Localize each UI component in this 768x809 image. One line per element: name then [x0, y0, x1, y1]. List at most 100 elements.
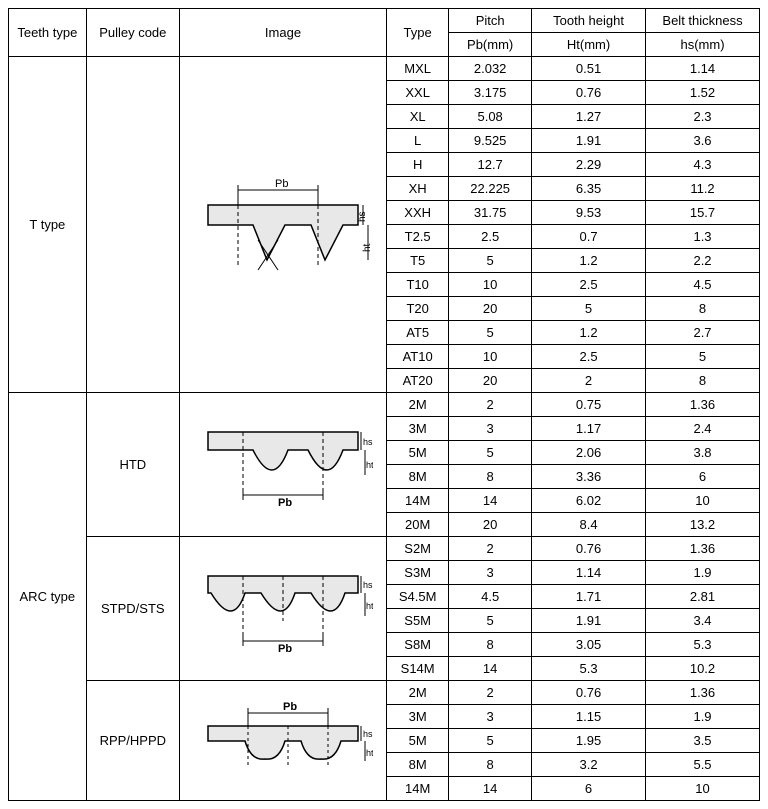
belt-profile-sts-icon: Pb hs ht	[193, 561, 373, 656]
cell-thick: 1.9	[646, 705, 760, 729]
cell-type: T2.5	[387, 225, 449, 249]
cell-pitch: 5	[449, 729, 532, 753]
cell-height: 0.76	[532, 537, 646, 561]
cell-type: AT20	[387, 369, 449, 393]
svg-text:hs: hs	[363, 729, 373, 739]
belt-spec-table: Teeth type Pulley code Image Type Pitch …	[8, 8, 760, 801]
pulley-code-cell: HTD	[86, 393, 179, 537]
cell-thick: 4.5	[646, 273, 760, 297]
cell-thick: 6	[646, 465, 760, 489]
cell-height: 5.3	[532, 657, 646, 681]
cell-height: 9.53	[532, 201, 646, 225]
cell-type: XXL	[387, 81, 449, 105]
cell-type: S3M	[387, 561, 449, 585]
cell-pitch: 20	[449, 513, 532, 537]
cell-type: XXH	[387, 201, 449, 225]
svg-text:ht: ht	[366, 460, 373, 470]
svg-text:hs: hs	[363, 437, 373, 447]
cell-pitch: 10	[449, 273, 532, 297]
cell-pitch: 20	[449, 297, 532, 321]
svg-text:Pb: Pb	[278, 497, 292, 509]
cell-pitch: 8	[449, 753, 532, 777]
cell-pitch: 2.032	[449, 57, 532, 81]
table-row: T type Pb hs ht MXL2.0320.511.14	[9, 57, 760, 81]
svg-text:ht: ht	[362, 243, 373, 252]
cell-height: 2	[532, 369, 646, 393]
cell-thick: 3.4	[646, 609, 760, 633]
cell-height: 0.75	[532, 393, 646, 417]
cell-height: 1.14	[532, 561, 646, 585]
cell-type: 5M	[387, 729, 449, 753]
header-teeth-type: Teeth type	[9, 9, 87, 57]
cell-type: 2M	[387, 393, 449, 417]
cell-type: 14M	[387, 777, 449, 801]
cell-thick: 4.3	[646, 153, 760, 177]
cell-height: 6.02	[532, 489, 646, 513]
cell-thick: 2.81	[646, 585, 760, 609]
cell-pitch: 3	[449, 561, 532, 585]
cell-height: 2.5	[532, 273, 646, 297]
cell-height: 1.15	[532, 705, 646, 729]
header-belt-thickness-sub: hs(mm)	[646, 33, 760, 57]
cell-pitch: 20	[449, 369, 532, 393]
cell-thick: 2.2	[646, 249, 760, 273]
cell-height: 6	[532, 777, 646, 801]
cell-pitch: 9.525	[449, 129, 532, 153]
cell-type: S5M	[387, 609, 449, 633]
cell-pitch: 22.225	[449, 177, 532, 201]
table-row: STPD/STS Pb hs ht S2M20.761.36	[9, 537, 760, 561]
cell-type: 5M	[387, 441, 449, 465]
cell-type: S2M	[387, 537, 449, 561]
cell-thick: 15.7	[646, 201, 760, 225]
cell-pitch: 31.75	[449, 201, 532, 225]
header-pulley-code: Pulley code	[86, 9, 179, 57]
header-type: Type	[387, 9, 449, 57]
image-cell: Pb hs ht	[179, 537, 386, 681]
header-pitch: Pitch	[449, 9, 532, 33]
cell-height: 2.29	[532, 153, 646, 177]
teeth-type-cell: ARC type	[9, 393, 87, 801]
image-cell: Pb hs ht	[179, 57, 386, 393]
cell-height: 8.4	[532, 513, 646, 537]
cell-thick: 1.3	[646, 225, 760, 249]
cell-height: 0.76	[532, 81, 646, 105]
teeth-type-cell: T type	[9, 57, 87, 393]
cell-pitch: 5	[449, 321, 532, 345]
cell-type: T5	[387, 249, 449, 273]
table-row: ARC typeHTD Pb hs ht 2M20.751.36	[9, 393, 760, 417]
cell-pitch: 3	[449, 417, 532, 441]
cell-type: S8M	[387, 633, 449, 657]
cell-type: S4.5M	[387, 585, 449, 609]
cell-height: 2.06	[532, 441, 646, 465]
header-tooth-height-sub: Ht(mm)	[532, 33, 646, 57]
cell-thick: 1.52	[646, 81, 760, 105]
cell-height: 1.71	[532, 585, 646, 609]
cell-thick: 1.14	[646, 57, 760, 81]
cell-type: 20M	[387, 513, 449, 537]
svg-text:ht: ht	[366, 601, 373, 611]
cell-pitch: 4.5	[449, 585, 532, 609]
cell-height: 3.36	[532, 465, 646, 489]
cell-type: MXL	[387, 57, 449, 81]
cell-height: 1.17	[532, 417, 646, 441]
cell-thick: 3.8	[646, 441, 760, 465]
cell-pitch: 14	[449, 657, 532, 681]
cell-height: 1.91	[532, 609, 646, 633]
cell-type: 3M	[387, 705, 449, 729]
table-row: RPP/HPPD Pb hs ht 2M20.761.36	[9, 681, 760, 705]
svg-text:Pb: Pb	[283, 701, 297, 713]
cell-thick: 1.36	[646, 681, 760, 705]
cell-thick: 3.5	[646, 729, 760, 753]
cell-thick: 10	[646, 489, 760, 513]
cell-thick: 5	[646, 345, 760, 369]
cell-pitch: 2	[449, 681, 532, 705]
pulley-code-cell	[86, 57, 179, 393]
cell-thick: 1.36	[646, 537, 760, 561]
cell-type: 8M	[387, 753, 449, 777]
pulley-code-cell: STPD/STS	[86, 537, 179, 681]
cell-thick: 2.4	[646, 417, 760, 441]
cell-thick: 3.6	[646, 129, 760, 153]
cell-height: 0.51	[532, 57, 646, 81]
cell-thick: 10	[646, 777, 760, 801]
cell-thick: 11.2	[646, 177, 760, 201]
